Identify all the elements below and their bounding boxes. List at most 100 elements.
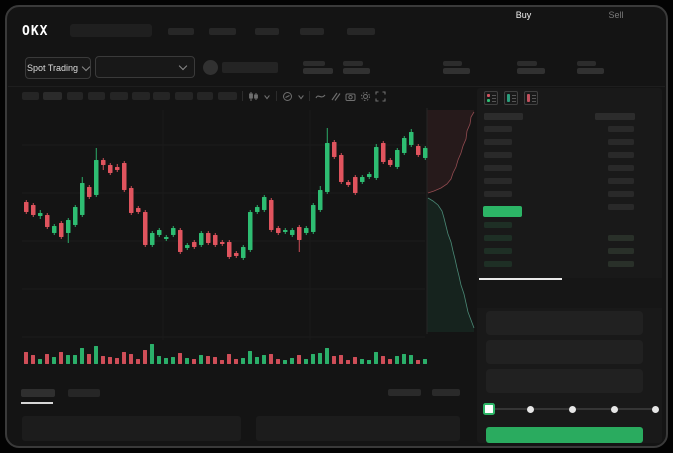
ticker-stat-value [303,68,333,74]
candlesticks [24,128,428,260]
nav-item-placeholder[interactable] [168,28,194,35]
depth-chart [426,108,475,334]
tab-sell-label: Sell [608,10,624,20]
tab-sell[interactable]: Sell [570,0,662,30]
ask-amount [608,165,634,171]
bid-price[interactable] [484,248,512,254]
last-price-badge[interactable] [483,206,522,217]
timeframe-placeholder[interactable] [175,92,193,100]
ticker-stat-label [443,61,462,66]
header-divider [8,86,665,87]
ask-price[interactable] [484,191,512,197]
tab-buy[interactable]: Buy [477,0,570,30]
slider-handle[interactable] [483,403,495,415]
ask-price[interactable] [484,139,512,145]
nav-item-placeholder[interactable] [347,28,375,35]
tab-buy-label: Buy [515,10,532,20]
ask-amount [608,191,634,197]
bottom-tab-indicator [21,402,53,404]
timeframe-placeholder[interactable] [197,92,213,100]
timeframe-placeholder[interactable] [132,92,150,100]
chevron-down-icon[interactable] [297,93,305,101]
volume-bars [24,344,427,364]
chart-gridlines [22,110,425,340]
ask-price[interactable] [484,126,512,132]
ask-amount [608,152,634,158]
chevron-down-icon [178,61,188,70]
ask-price[interactable] [484,152,512,158]
bid-amount [608,261,634,267]
ask-amount [608,178,634,184]
pair-icon-avatar [203,60,218,75]
slider-stop[interactable] [611,405,618,413]
amount-input[interactable] [486,340,643,364]
compare-icon[interactable] [330,91,341,102]
toolbar-divider [276,91,277,101]
timeframe-placeholder[interactable] [218,92,237,100]
ticker-stat-label [343,61,363,66]
market-type-selector[interactable]: Spot Trading [25,57,91,79]
nav-item-placeholder[interactable] [300,28,324,35]
bid-amount [608,248,634,254]
book-bids-icon[interactable] [504,91,518,105]
ticker-stat-label [517,61,537,66]
slider-stop[interactable] [652,405,659,413]
toolbar-divider [242,91,243,101]
ticker-stat-value [577,68,604,74]
bid-amount [608,235,634,241]
indicators-icon[interactable] [282,91,293,102]
market-type-label: Spot Trading [26,63,79,73]
pair-selector[interactable] [95,56,195,78]
ticker-stat-value [443,68,470,74]
nav-item-placeholder[interactable] [209,28,236,35]
timeframe-placeholder[interactable] [88,92,105,100]
chevron-down-icon[interactable] [263,93,271,101]
bid-price[interactable] [484,235,512,241]
order-history-table[interactable] [256,416,460,441]
bottom-tab-placeholder[interactable] [21,389,55,397]
buy-submit-button[interactable] [486,427,643,443]
ticker-stat-value [343,68,370,74]
slider-stop[interactable] [527,405,534,413]
bottom-action-placeholder[interactable] [388,389,421,396]
chevron-down-icon [81,62,91,71]
ticker-stat-value [517,68,545,74]
trendline-icon[interactable] [315,91,326,102]
book-header-amount [595,113,635,120]
timeframe-placeholder[interactable] [43,92,62,100]
bid-price[interactable] [484,261,512,267]
bid-price[interactable] [484,222,512,228]
timeframe-placeholder[interactable] [67,92,83,100]
bottom-tab-placeholder[interactable] [68,389,100,397]
total-input[interactable] [486,369,643,393]
camera-icon[interactable] [345,91,356,102]
ask-price[interactable] [484,178,512,184]
ask-amount [608,126,634,132]
settings-icon[interactable] [360,91,371,102]
book-header-price [484,113,523,120]
ask-amount [608,139,634,145]
timeframe-placeholder[interactable] [110,92,128,100]
open-orders-table[interactable] [22,416,241,441]
timeframe-placeholder[interactable] [22,92,39,100]
book-combined-icon[interactable] [484,91,498,105]
fullscreen-icon[interactable] [375,91,386,102]
timeframe-placeholder[interactable] [153,92,170,100]
active-tab-indicator [479,278,562,280]
search-input[interactable] [70,24,152,37]
okx-logo: OKX [22,24,49,39]
slider-stop[interactable] [569,405,576,413]
nav-item-placeholder[interactable] [255,28,279,35]
ticker-stat-label [577,61,596,66]
price-input[interactable] [486,311,643,335]
candles-style-icon[interactable] [248,91,259,102]
ask-price[interactable] [484,165,512,171]
pair-name-placeholder [222,62,278,73]
book-asks-icon[interactable] [524,91,538,105]
trade-tabstrip [477,278,662,308]
toolbar-divider [309,91,310,101]
ticker-stat-label [303,61,325,66]
bottom-action-placeholder[interactable] [432,389,460,396]
